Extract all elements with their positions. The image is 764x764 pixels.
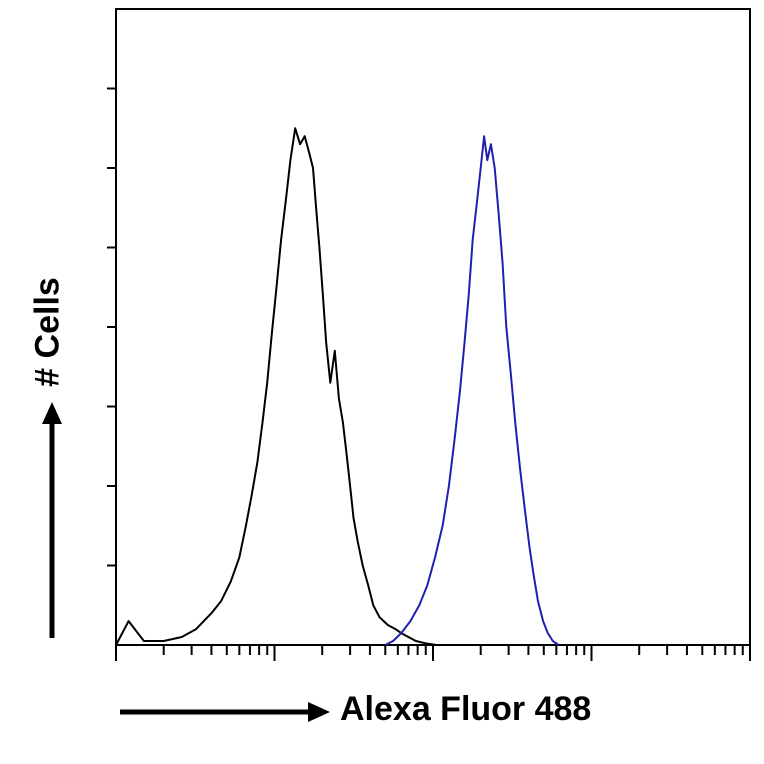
- plot-frame: [115, 8, 751, 646]
- x-arrow-head: [308, 702, 330, 722]
- axis-ticks: [107, 87, 751, 661]
- series-layer: [115, 127, 560, 646]
- axis-arrows: [42, 402, 330, 722]
- series-line-1: [115, 127, 437, 646]
- y-arrow-head: [42, 402, 62, 424]
- y-axis-label: # Cells: [28, 277, 67, 387]
- x-axis-label: Alexa Fluor 488: [340, 690, 592, 728]
- series-line-2: [384, 135, 560, 646]
- plot-border: [115, 8, 751, 646]
